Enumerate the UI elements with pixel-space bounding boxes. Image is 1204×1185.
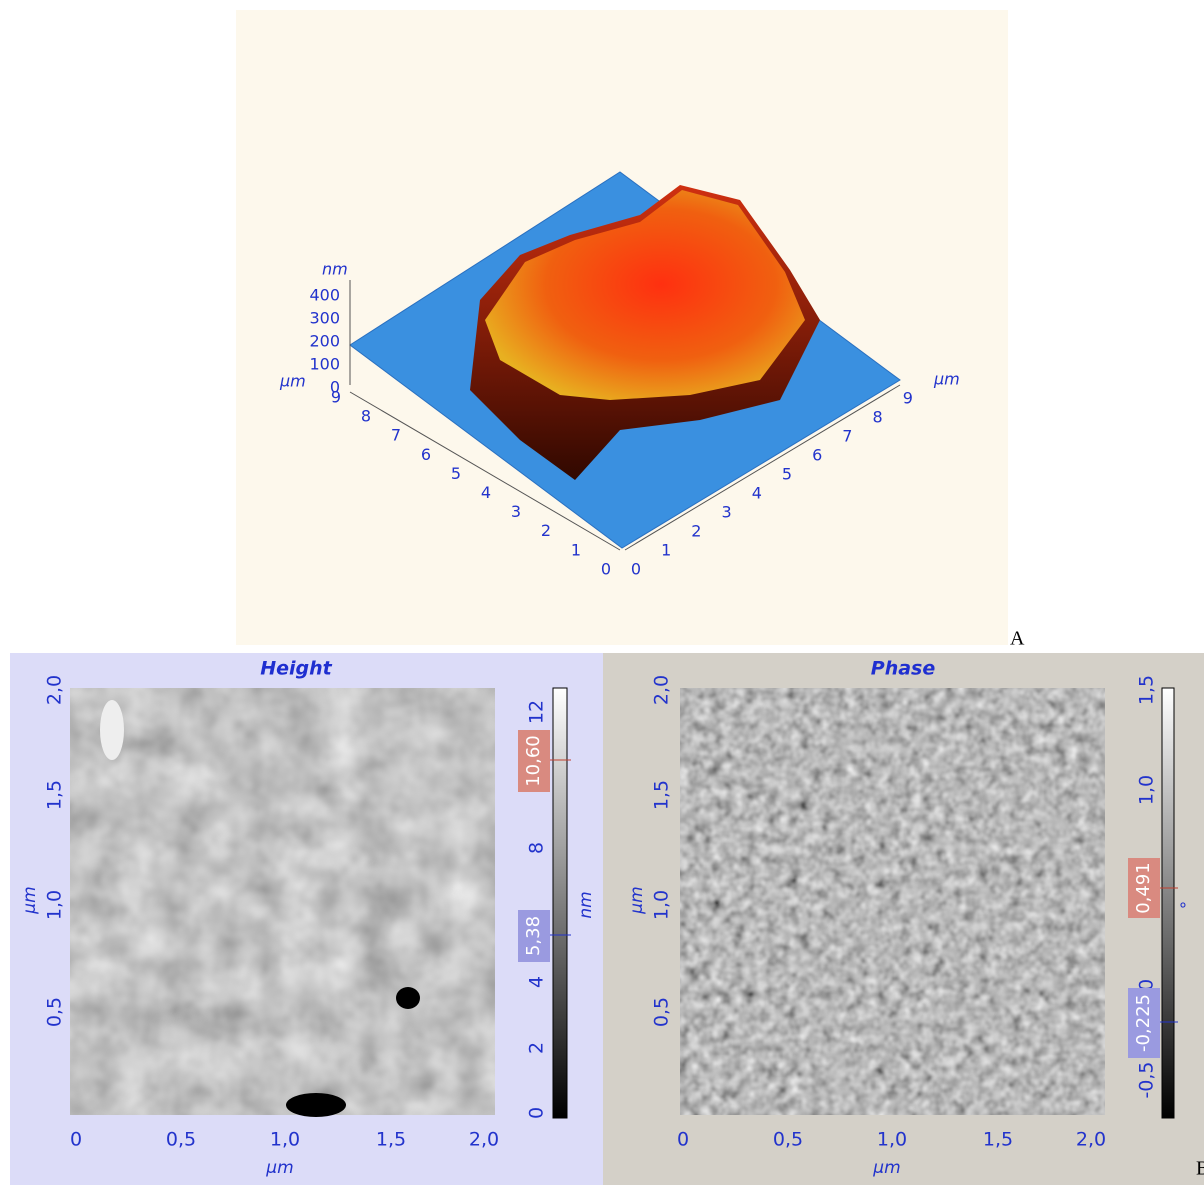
left-tick-label: 4 xyxy=(481,483,491,502)
phase-image xyxy=(680,688,1105,1115)
y-tick-label: 1,5 xyxy=(651,780,673,810)
scale-tick-label: 2 xyxy=(526,1042,548,1054)
x-tick-label: 2,0 xyxy=(1076,1129,1106,1151)
right-tick-label: 3 xyxy=(722,503,732,522)
height-image xyxy=(70,688,495,1115)
right-tick-label: 1 xyxy=(661,541,671,560)
left-tick-label: 0 xyxy=(601,559,611,578)
y-axis-unit: µm xyxy=(627,886,647,914)
right-tick-label: 4 xyxy=(752,484,762,503)
left-tick-label: 3 xyxy=(511,502,521,521)
y-tick-label: 0,5 xyxy=(651,997,673,1027)
y-tick-label: 1,0 xyxy=(651,890,673,920)
left-tick-label: 7 xyxy=(391,426,401,445)
scale-tick-label: -0,5 xyxy=(1136,1061,1158,1098)
x-tick-label: 1,0 xyxy=(270,1129,300,1151)
x-tick-label: 0,5 xyxy=(166,1129,196,1151)
x-tick-label: 2,0 xyxy=(469,1129,499,1151)
z-tick-label: 300 xyxy=(309,309,340,328)
z-tick-label: 400 xyxy=(309,286,340,305)
x-tick-label: 0,5 xyxy=(773,1129,803,1151)
right-tick-label: 0 xyxy=(631,560,641,579)
scale-tick-label: 1,5 xyxy=(1136,675,1158,705)
x-axis-unit: µm xyxy=(872,1158,900,1178)
x-tick-label: 1,0 xyxy=(877,1129,907,1151)
scale-tick-label: 12 xyxy=(526,700,548,724)
page: {"panel_a": {"label": "A", "z_unit": "nm… xyxy=(0,0,1204,1185)
y-tick-label: 2,0 xyxy=(651,675,673,705)
left-tick-label: 1 xyxy=(571,540,581,559)
scale-tick-label: 0 xyxy=(526,1107,548,1119)
panel-title: Phase xyxy=(871,658,936,680)
bright-spot xyxy=(100,700,124,760)
x-axis-unit: µm xyxy=(265,1158,293,1178)
panel-label: B xyxy=(1196,1158,1204,1180)
right-unit: µm xyxy=(933,370,960,389)
scale-marker-label: 10,60 xyxy=(523,735,544,787)
y-tick-label: 1,5 xyxy=(44,780,66,810)
left-tick-label: 5 xyxy=(451,464,461,483)
y-axis-unit: µm xyxy=(20,886,40,914)
scale-tick-label: 8 xyxy=(526,842,548,854)
y-tick-label: 2,0 xyxy=(44,675,66,705)
right-tick-label: 6 xyxy=(812,446,822,465)
x-tick-label: 1,5 xyxy=(376,1129,406,1151)
right-tick-label: 8 xyxy=(873,408,883,427)
scale-unit: nm xyxy=(576,891,596,918)
y-tick-label: 0,5 xyxy=(44,997,66,1027)
z-tick-label: 200 xyxy=(309,332,340,351)
scale-tick-label: 4 xyxy=(526,976,548,988)
right-tick-label: 7 xyxy=(842,427,852,446)
left-unit: µm xyxy=(279,372,306,391)
panel-label: A xyxy=(1010,628,1025,650)
panel-title: Height xyxy=(260,658,332,680)
right-tick-label: 2 xyxy=(691,522,701,541)
pit xyxy=(286,1093,346,1117)
x-tick-label: 0 xyxy=(70,1129,82,1151)
figure: A nm µm µm B 400300200100098765432100123… xyxy=(0,0,1204,1185)
z-unit: nm xyxy=(322,260,348,279)
left-tick-label: 6 xyxy=(421,445,431,464)
scale-marker-label: 0,491 xyxy=(1133,862,1154,914)
x-tick-label: 1,5 xyxy=(983,1129,1013,1151)
height-colorbar xyxy=(553,688,567,1118)
scale-marker-label: -0,225 xyxy=(1133,994,1154,1052)
scale-tick-label: 1,0 xyxy=(1136,775,1158,805)
x-tick-label: 0 xyxy=(677,1129,689,1151)
scale-marker-label: 5,38 xyxy=(523,916,544,956)
z-tick-label: 100 xyxy=(309,355,340,374)
phase-colorbar xyxy=(1162,688,1174,1118)
pit xyxy=(396,987,420,1009)
scale-unit: ° xyxy=(1178,901,1198,910)
right-tick-label: 5 xyxy=(782,465,792,484)
left-tick-label: 9 xyxy=(331,388,341,407)
left-tick-label: 8 xyxy=(361,407,371,426)
left-tick-label: 2 xyxy=(541,521,551,540)
right-tick-label: 9 xyxy=(903,389,913,408)
y-tick-label: 1,0 xyxy=(44,890,66,920)
